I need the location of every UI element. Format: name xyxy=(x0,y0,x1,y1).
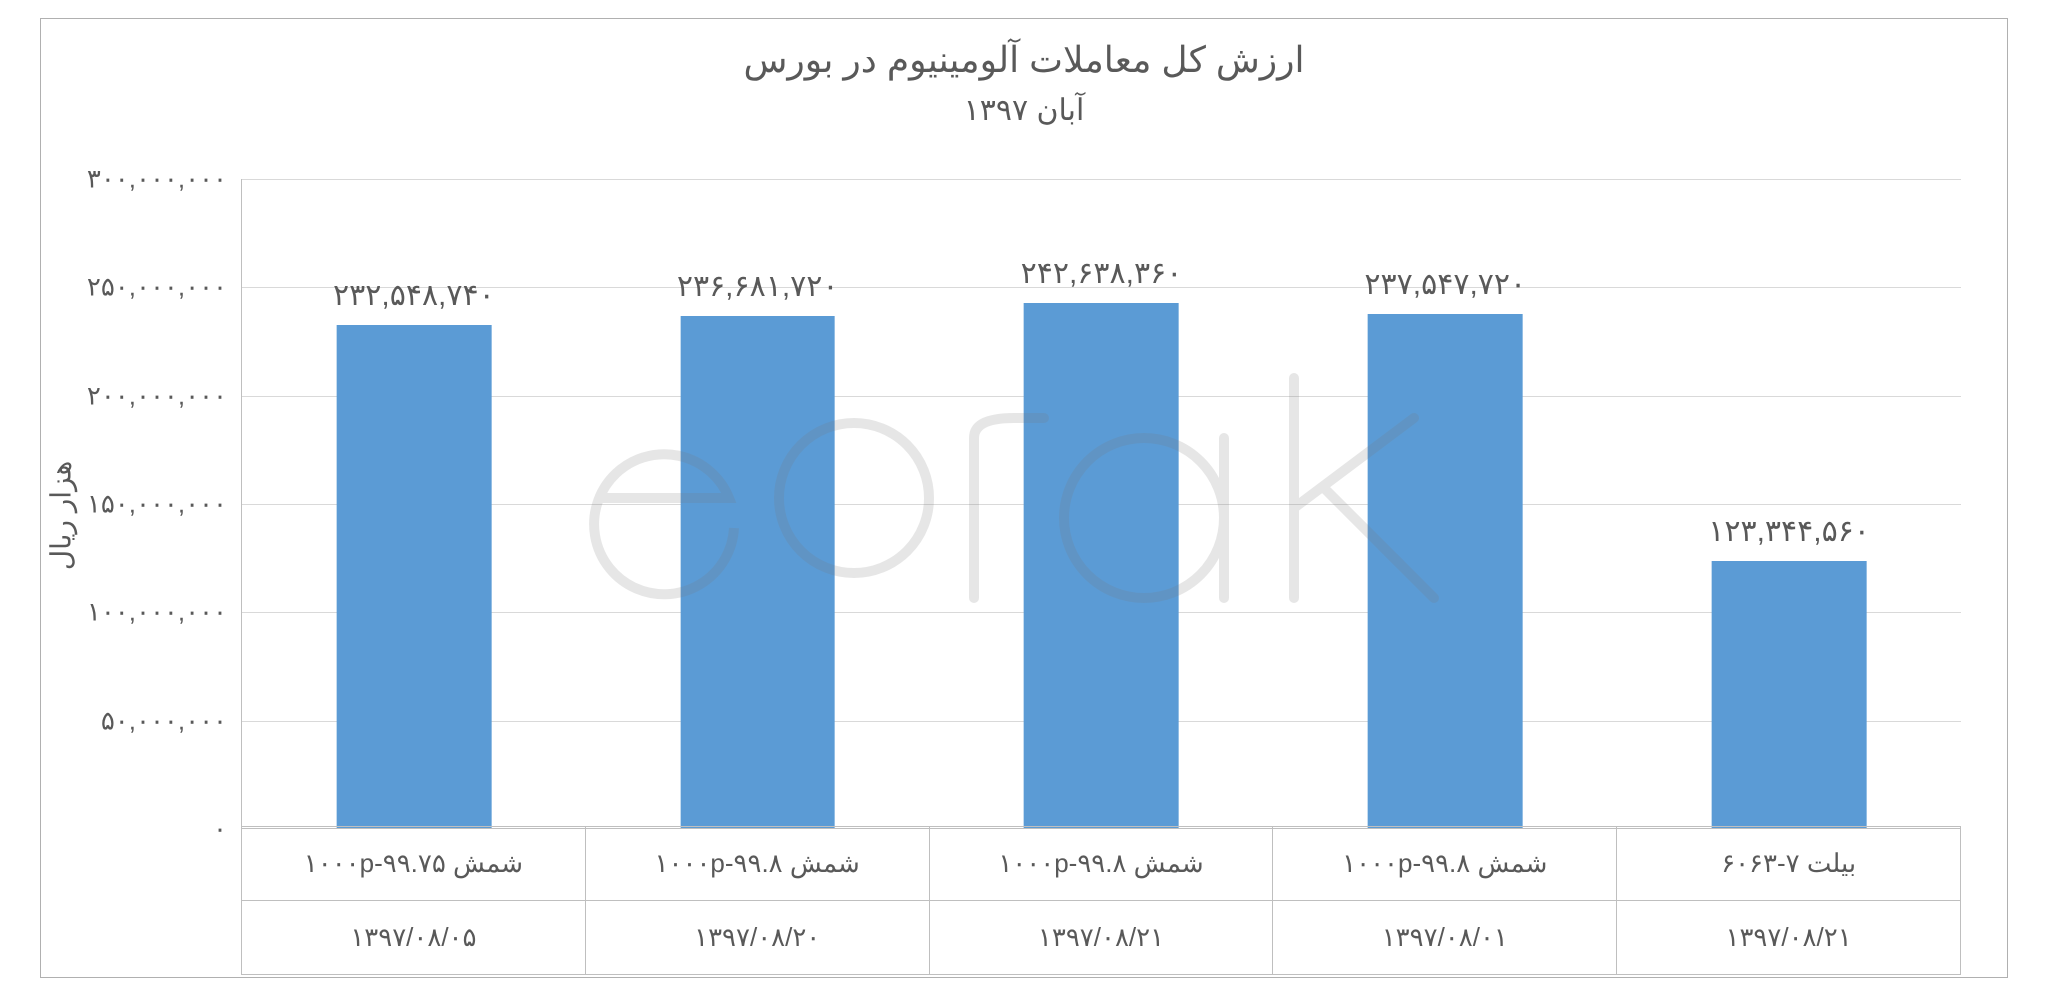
x-axis-category-table: شمش ۱۰۰۰p-۹۹.۷۵شمش ۱۰۰۰p-۹۹.۸شمش ۱۰۰۰p-۹… xyxy=(241,826,1961,975)
x-category-date: ۱۳۹۷/۰۸/۲۱ xyxy=(929,901,1273,975)
bar-group: ۲۳۶,۶۸۱,۷۲۰ xyxy=(586,179,930,828)
y-tick-label: ۳۰۰,۰۰۰,۰۰۰ xyxy=(57,164,227,195)
bar-group: ۲۴۲,۶۳۸,۳۶۰ xyxy=(930,179,1274,828)
bar-group: ۲۳۷,۵۴۷,۷۲۰ xyxy=(1273,179,1617,828)
x-category-date: ۱۳۹۷/۰۸/۲۰ xyxy=(585,901,929,975)
x-category-product: شمش ۱۰۰۰p-۹۹.۸ xyxy=(1273,827,1617,901)
x-category-product: بیلت ۷-۶۰۶۳ xyxy=(1617,827,1961,901)
bar xyxy=(337,325,492,828)
x-category-date: ۱۳۹۷/۰۸/۰۵ xyxy=(242,901,586,975)
x-category-product: شمش ۱۰۰۰p-۹۹.۸ xyxy=(585,827,929,901)
bar-group: ۱۲۳,۳۴۴,۵۶۰ xyxy=(1617,179,1961,828)
data-label: ۲۴۲,۶۳۸,۳۶۰ xyxy=(1021,256,1183,291)
bar xyxy=(1712,561,1867,828)
x-axis-row-product: شمش ۱۰۰۰p-۹۹.۷۵شمش ۱۰۰۰p-۹۹.۸شمش ۱۰۰۰p-۹… xyxy=(242,827,1961,901)
y-tick-label: ۰ xyxy=(57,814,227,845)
chart-container: ارزش کل معاملات آلومینیوم در بورس آبان ۱… xyxy=(40,18,2008,978)
x-category-date: ۱۳۹۷/۰۸/۲۱ xyxy=(1617,901,1961,975)
bar xyxy=(1024,303,1179,828)
plot-area: ۲۳۲,۵۴۸,۷۴۰ ۲۳۶,۶۸۱,۷۲۰ ۲۴۲,۶۳۸,۳۶۰ ۲۳۷,۵۴۷… xyxy=(241,179,1961,829)
x-axis-row-date: ۱۳۹۷/۰۸/۰۵۱۳۹۷/۰۸/۲۰۱۳۹۷/۰۸/۲۱۱۳۹۷/۰۸/۰۱… xyxy=(242,901,1961,975)
bar-group: ۲۳۲,۵۴۸,۷۴۰ xyxy=(242,179,586,828)
x-category-product: شمش ۱۰۰۰p-۹۹.۸ xyxy=(929,827,1273,901)
data-label: ۲۳۲,۵۴۸,۷۴۰ xyxy=(333,278,495,313)
data-label: ۲۳۷,۵۴۷,۷۲۰ xyxy=(1364,267,1526,302)
x-category-date: ۱۳۹۷/۰۸/۰۱ xyxy=(1273,901,1617,975)
x-category-product: شمش ۱۰۰۰p-۹۹.۷۵ xyxy=(242,827,586,901)
data-label: ۲۳۶,۶۸۱,۷۲۰ xyxy=(677,269,839,304)
y-tick-label: ۱۵۰,۰۰۰,۰۰۰ xyxy=(57,489,227,520)
y-tick-label: ۲۰۰,۰۰۰,۰۰۰ xyxy=(57,380,227,411)
data-label: ۱۲۳,۳۴۴,۵۶۰ xyxy=(1708,514,1870,549)
y-tick-label: ۱۰۰,۰۰۰,۰۰۰ xyxy=(57,597,227,628)
y-tick-label: ۵۰,۰۰۰,۰۰۰ xyxy=(57,705,227,736)
y-tick-label: ۲۵۰,۰۰۰,۰۰۰ xyxy=(57,272,227,303)
chart-subtitle: آبان ۱۳۹۷ xyxy=(41,93,2007,128)
chart-title: ارزش کل معاملات آلومینیوم در بورس xyxy=(41,39,2007,81)
bar xyxy=(1368,314,1523,828)
bar xyxy=(680,316,835,828)
